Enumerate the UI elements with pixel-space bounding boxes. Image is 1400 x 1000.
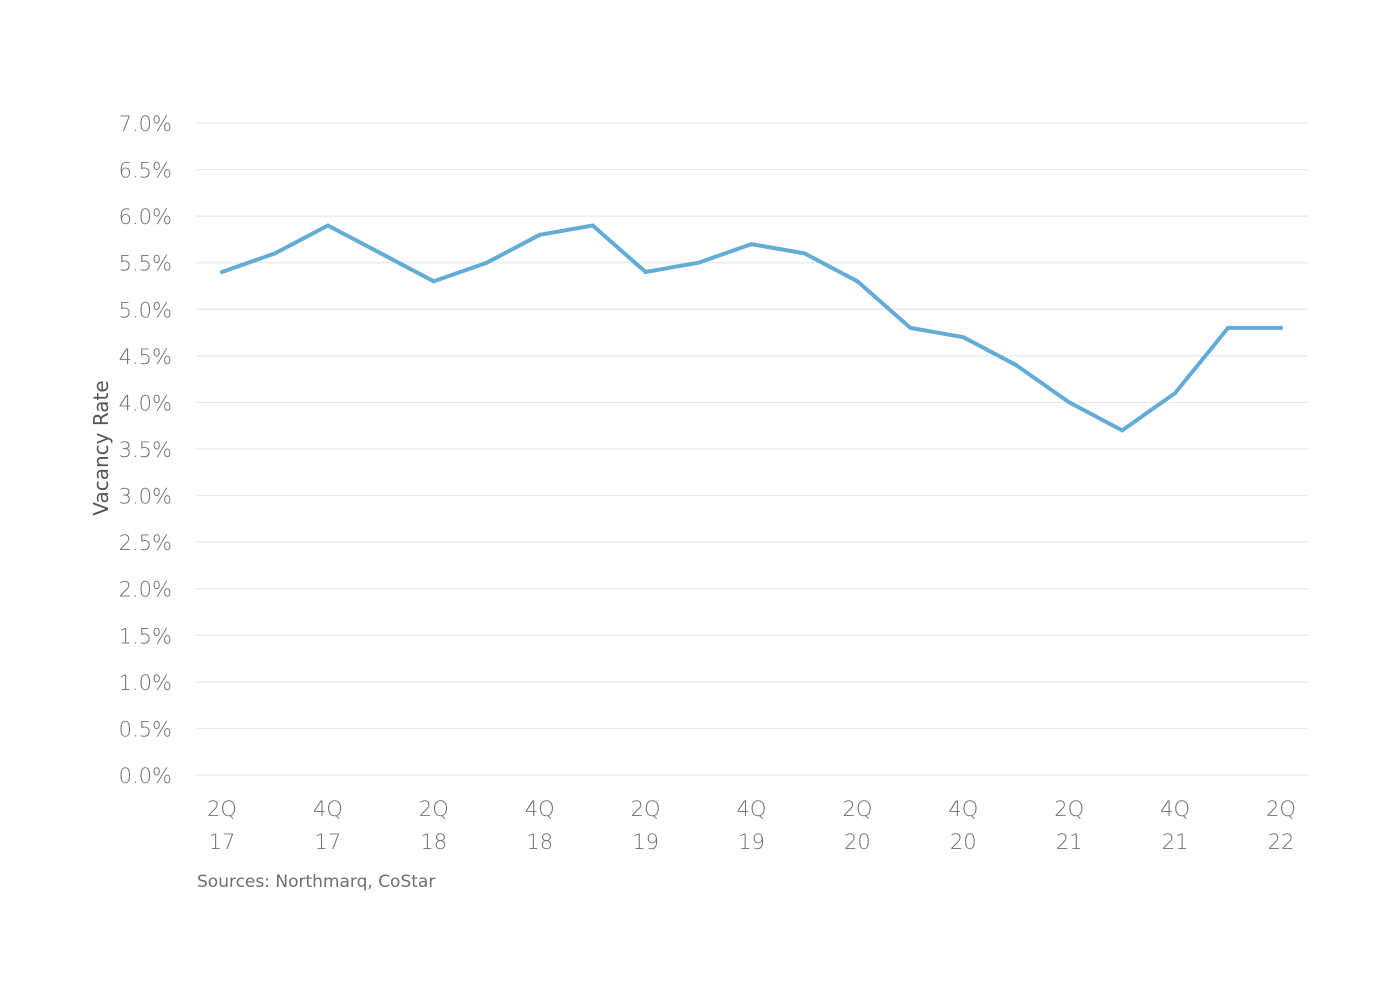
x-tick-label: 2Q 20	[842, 797, 872, 854]
y-tick-label: 3.0%	[119, 485, 172, 509]
x-tick-label: 4Q 20	[948, 797, 978, 854]
x-axis-tick-labels: 2Q 17 4Q 17 2Q 18 4Q 18 2Q 19 4Q 19 2Q 20 4Q 20 2Q 21 4Q 21…	[207, 797, 1296, 854]
data-point	[961, 335, 966, 340]
y-tick-label: 5.0%	[119, 298, 172, 322]
data-point	[325, 223, 330, 228]
data-point	[272, 251, 277, 256]
data-point	[1120, 428, 1125, 433]
data-point	[1067, 400, 1072, 405]
y-tick-label: 4.5%	[119, 345, 172, 369]
series-vacancy-rate	[220, 223, 1283, 433]
source-note: Sources: Northmarq, CoStar	[197, 872, 436, 892]
x-tick-label: 2Q 17	[207, 797, 237, 854]
y-tick-label: 3.5%	[119, 438, 172, 462]
y-tick-label: 6.5%	[119, 159, 172, 183]
y-tick-label: 7.0%	[119, 112, 172, 136]
x-tick-label: 4Q 21	[1160, 797, 1190, 854]
y-tick-label: 2.0%	[119, 578, 172, 602]
data-point	[855, 279, 860, 284]
y-tick-label: 2.5%	[119, 531, 172, 555]
data-point	[484, 260, 489, 265]
x-tick-label: 2Q 18	[419, 797, 449, 854]
data-point	[696, 260, 701, 265]
data-point	[1173, 391, 1178, 396]
data-point	[802, 251, 807, 256]
y-tick-label: 4.0%	[119, 391, 172, 415]
x-tick-label: 4Q 18	[525, 797, 555, 854]
y-tick-label: 5.5%	[119, 252, 172, 276]
y-axis-tick-labels: 0.0% 0.5% 1.0% 1.5% 2.0% 2.5% 3.0% 3.5% 4.0% 4.5%…	[119, 112, 172, 788]
data-point	[590, 223, 595, 228]
data-point	[908, 325, 913, 330]
data-point	[1226, 325, 1231, 330]
data-point	[220, 270, 224, 275]
x-tick-label: 2Q 19	[631, 797, 661, 854]
y-tick-label: 0.0%	[119, 764, 172, 788]
series-line	[220, 223, 1283, 433]
y-tick-label: 1.0%	[119, 671, 172, 695]
x-tick-label: 4Q 19	[737, 797, 767, 854]
data-point	[1279, 325, 1283, 330]
data-point	[431, 279, 436, 284]
data-point	[537, 232, 542, 237]
y-tick-label: 0.5%	[119, 717, 172, 741]
data-point	[378, 251, 383, 256]
y-axis-title: Vacancy Rate	[89, 380, 113, 515]
y-tick-label: 1.5%	[119, 624, 172, 648]
data-point	[1014, 363, 1019, 368]
x-tick-label: 4Q 17	[313, 797, 343, 854]
gridlines	[196, 122, 1308, 776]
data-point	[749, 242, 754, 247]
x-tick-label: 2Q 22	[1266, 797, 1296, 854]
data-point	[643, 270, 648, 275]
y-tick-label: 6.0%	[119, 205, 172, 229]
x-tick-label: 2Q 21	[1054, 797, 1084, 854]
